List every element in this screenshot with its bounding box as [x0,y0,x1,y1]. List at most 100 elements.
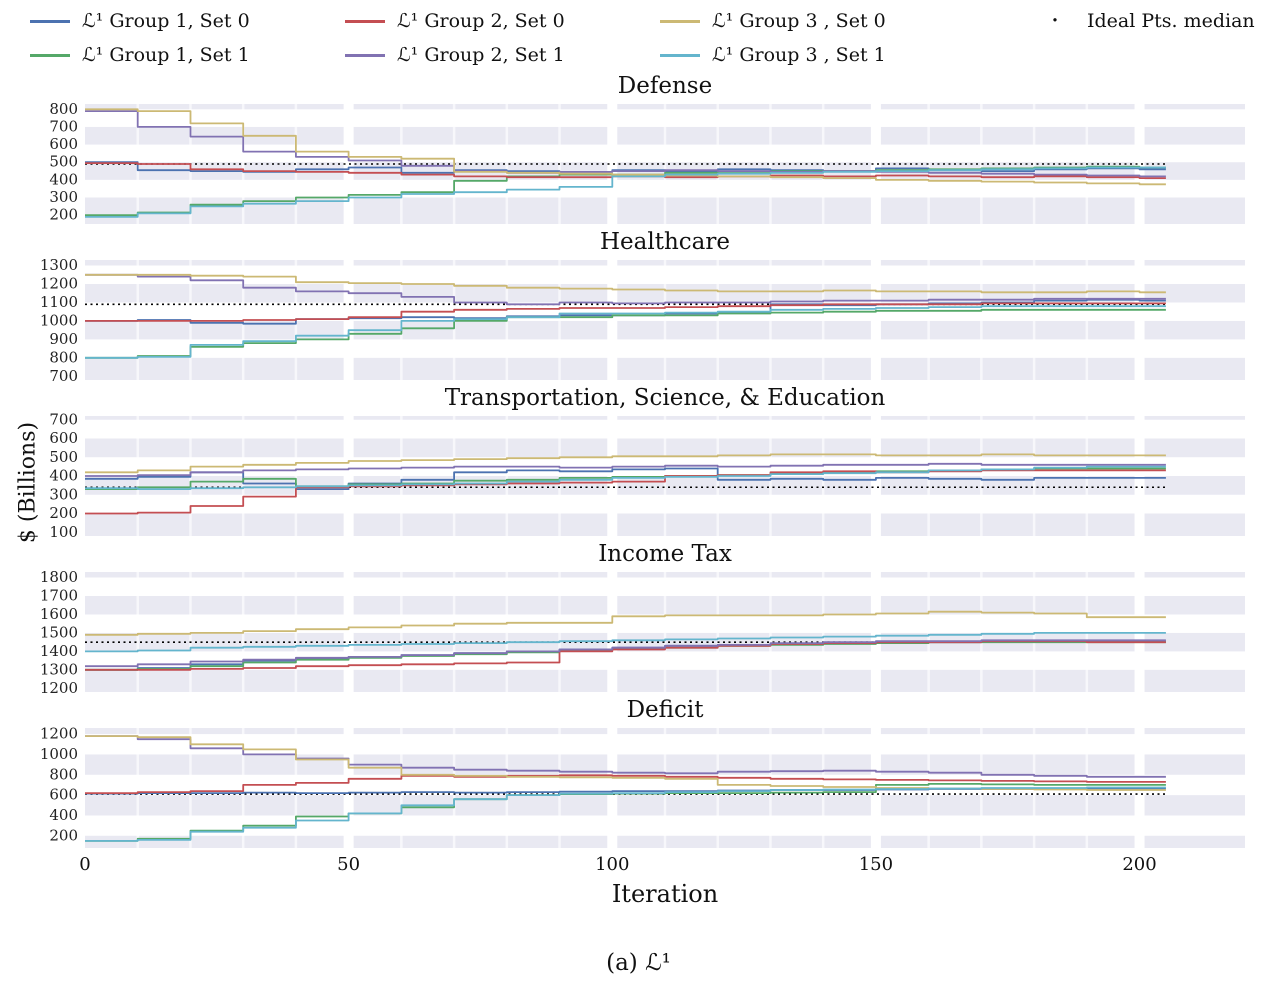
y-tick-label: 300 [49,485,78,503]
major-gridline [870,260,881,380]
ideal-median-marker-icon: · [1050,6,1060,36]
y-tick-label: 400 [49,806,78,824]
legend-item: ℒ¹ Group 2, Set 1 [345,42,565,68]
series-line [85,273,1166,294]
panels: Defense 800 700 600 500 400 300 200 Healthcare 13… [0,72,1277,852]
minor-gridline [716,728,719,848]
minor-gridline [136,728,139,848]
y-tick-label: 100 [49,523,78,540]
legend-line-swatch [660,53,700,57]
x-tick-label: 200 [1122,854,1157,875]
y-tick-label: 800 [49,765,78,783]
minor-gridline [769,260,772,380]
major-gridline [343,416,354,536]
x-axis-ticks: 0 50 100 150 200 [0,854,1277,878]
y-tick-label: 400 [49,467,78,485]
minor-gridline [452,728,456,848]
y-tick-label: 1000 [40,311,78,329]
panel-title: Transportation, Science, & Education [444,385,886,411]
minor-gridline [241,104,245,224]
minor-gridline [716,260,719,380]
legend-label: Ideal Pts. median [1087,10,1255,32]
y-tick-label: 400 [49,170,78,188]
series-line [85,453,1166,474]
major-gridline [607,728,618,848]
legend-line-swatch [345,53,385,57]
minor-gridline [189,572,192,692]
major-gridline [607,104,618,224]
minor-gridline [663,572,667,692]
minor-gridline [452,572,456,692]
y-tick-label: 700 [49,412,78,428]
minor-gridline [980,572,983,692]
series-line [85,110,1166,178]
y-tick-label: 1600 [40,605,78,623]
minor-gridline [927,572,930,692]
minor-gridline [663,104,667,224]
major-gridline [1134,416,1145,536]
y-tick-label: 300 [49,188,78,206]
series-line [85,465,1166,490]
major-gridline [343,260,354,380]
minor-gridline [1085,260,1089,380]
series-line [85,639,1166,668]
minor-gridline [821,572,825,692]
minor-gridline [927,104,930,224]
legend-line-swatch [30,53,70,57]
minor-gridline [927,416,930,536]
minor-gridline [769,572,772,692]
y-tick-label: 700 [49,367,78,384]
y-tick-label: 800 [49,348,78,366]
x-axis-label: Iteration [611,880,719,908]
y-tick-label: 200 [49,826,78,844]
figure-caption: (a) ℒ¹ [606,950,671,976]
x-tick-label: 0 [79,854,91,875]
series-line [85,166,1166,218]
y-tick-label: 1200 [40,275,78,293]
minor-gridline [505,104,509,224]
x-tick-label: 100 [595,854,630,875]
series-line [85,774,1166,794]
minor-gridline [927,260,930,380]
minor-gridline [294,572,298,692]
panel-title: Defense [617,73,713,99]
major-gridline [343,728,354,848]
minor-gridline [821,260,825,380]
y-tick-label: 1500 [40,623,78,641]
legend-item: ℒ¹ Group 2, Set 0 [345,8,565,34]
legend-item: ℒ¹ Group 3 , Set 0 [660,8,886,34]
x-tick-label: 50 [337,854,361,875]
minor-gridline [821,416,825,536]
legend-item-ideal: · Ideal Pts. median [1035,8,1255,34]
legend-item: ℒ¹ Group 3 , Set 1 [660,42,886,68]
panel-title: Income Tax [598,541,732,567]
y-tick-label: 600 [49,786,78,804]
minor-gridline [400,416,403,536]
minor-gridline [505,572,509,692]
minor-gridline [558,572,561,692]
minor-gridline [769,728,772,848]
y-tick-label: 1800 [40,568,78,586]
y-tick-label: 700 [49,117,78,135]
legend-label: ℒ¹ Group 2, Set 0 [397,10,565,32]
minor-gridline [821,728,825,848]
minor-gridline [294,416,298,536]
series-line [85,273,1166,306]
legend-item: ℒ¹ Group 1, Set 1 [30,42,250,68]
minor-gridline [136,572,139,692]
legend-label: ℒ¹ Group 1, Set 0 [82,10,250,32]
minor-gridline [1085,416,1089,536]
major-gridline [870,104,881,224]
y-tick-label: 1300 [40,660,78,678]
series-line [85,786,1166,842]
series-line [85,108,1166,186]
panel-plot: 1200 1000 800 600 400 200 [40,725,1245,848]
y-tick-label: 900 [49,330,78,348]
legend: ℒ¹ Group 1, Set 0 ℒ¹ Group 1, Set 1 ℒ¹ Gro… [0,0,1277,72]
y-tick-label: 1700 [40,587,78,605]
